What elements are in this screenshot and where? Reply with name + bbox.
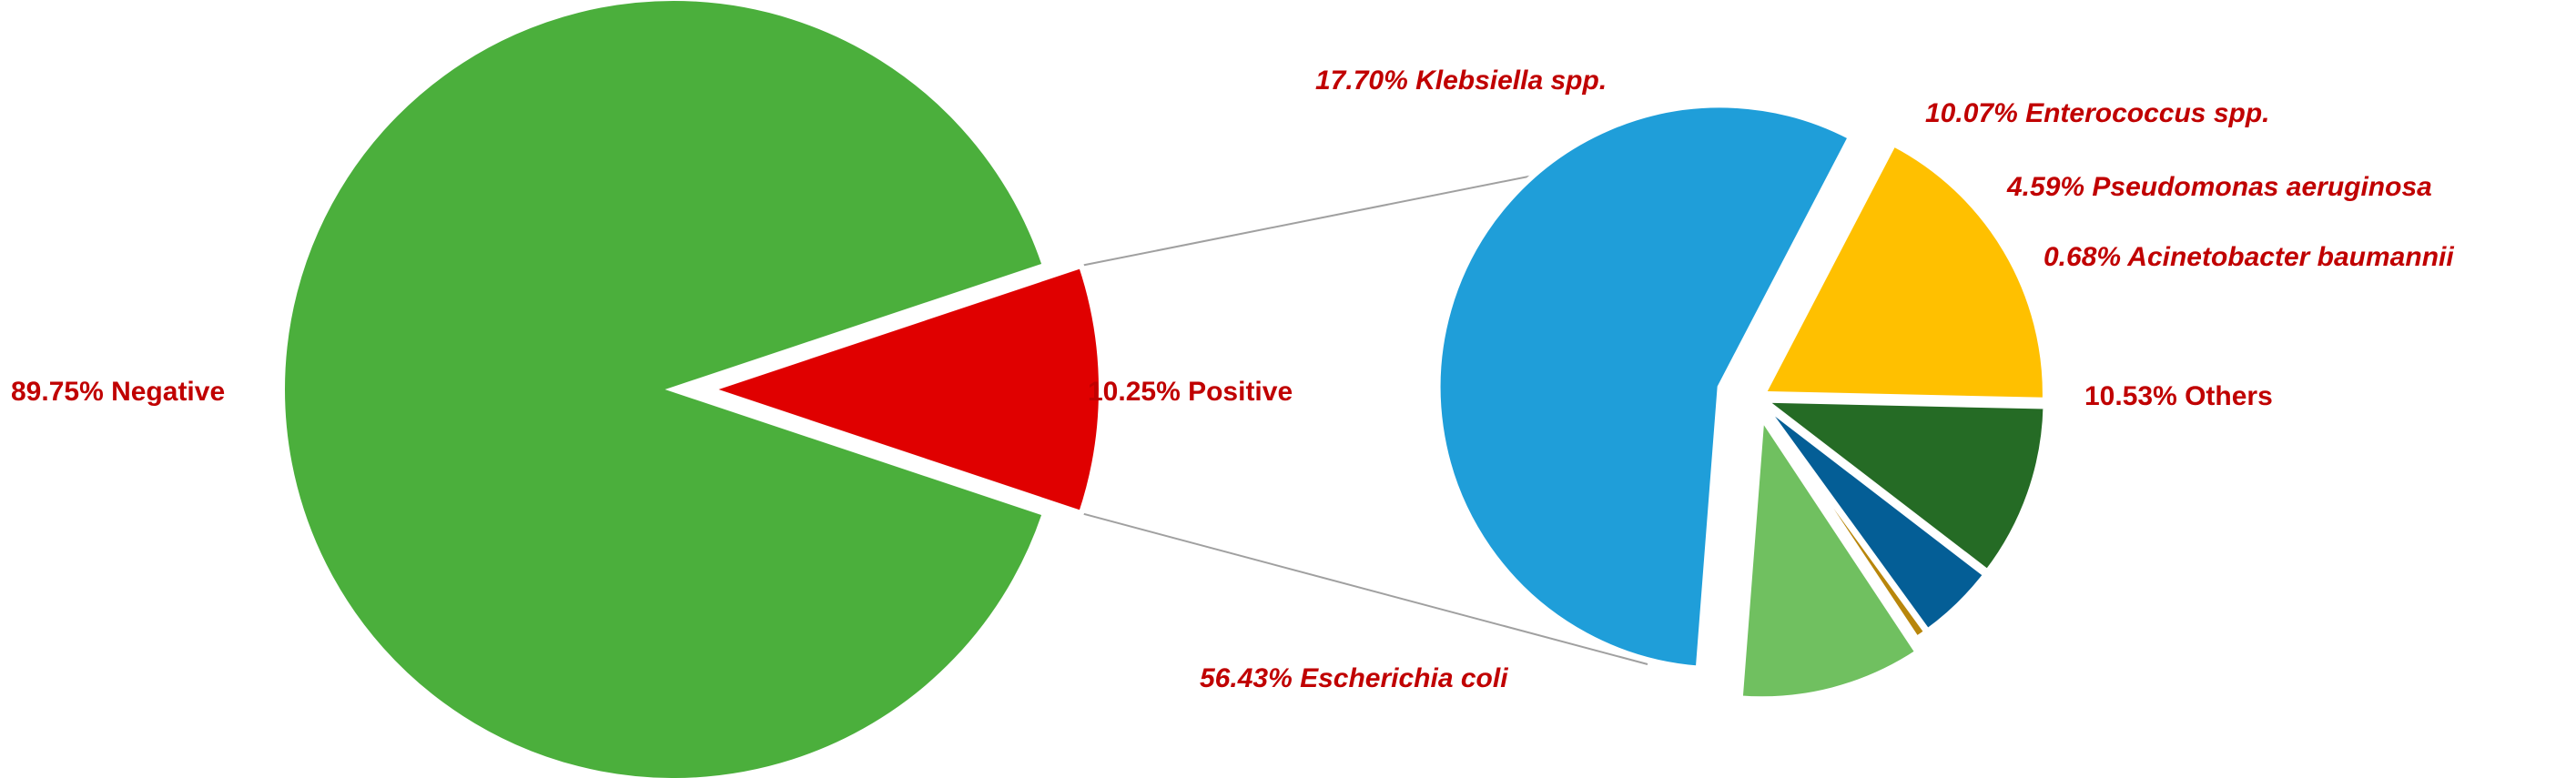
label-acinetobacter-baumannii: 0.68% Acinetobacter baumannii — [2044, 242, 2454, 272]
sub-slice-others — [1737, 409, 1922, 702]
label-others: 10.53% Others — [2084, 381, 2273, 411]
connector-line-bottom — [1080, 512, 1648, 665]
sub-slice-enterococcus-spp — [1755, 397, 2049, 576]
main-slice-negative — [279, 0, 1049, 778]
label-pseudomonas-aeruginosa: 4.59% Pseudomonas aeruginosa — [2006, 172, 2432, 202]
label-negative: 89.75% Negative — [11, 377, 225, 407]
label-escherichia-coli: 56.43% Escherichia coli — [1200, 663, 1508, 693]
slice-labels: 89.75% Negative 10.25% Positive 56.43% Esc… — [11, 66, 2454, 693]
main-slice-positive — [701, 262, 1104, 517]
label-klebsiella-spp: 17.70% Klebsiella spp. — [1315, 66, 1607, 96]
label-enterococcus-spp: 10.07% Enterococcus spp. — [1925, 98, 2270, 128]
label-positive: 10.25% Positive — [1088, 377, 1293, 407]
sub-pie — [1435, 102, 2049, 702]
main-pie — [279, 0, 1104, 778]
sub-slice-escherichia-coli — [1435, 102, 1855, 672]
sub-slice-acinetobacter-baumannii — [1759, 401, 1931, 643]
sub-slice-klebsiella-spp — [1758, 140, 2048, 403]
